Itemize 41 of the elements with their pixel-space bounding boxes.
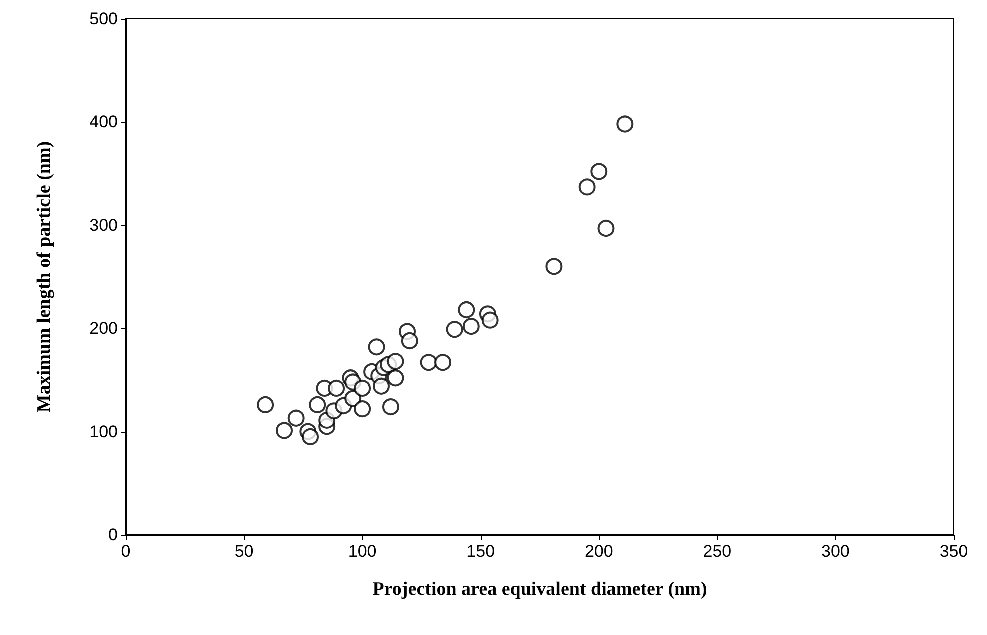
point (420, 354, 438, 372)
x-tick-label: 150 (466, 542, 496, 561)
point (288, 410, 305, 427)
x-axis-title: Projection area equivalent diameter (nm) (372, 579, 708, 600)
point (546, 258, 563, 276)
point (446, 321, 464, 338)
point (302, 428, 320, 446)
point (387, 353, 404, 370)
x-tick-label: 100 (348, 542, 377, 561)
y-tick-label: 300 (90, 216, 118, 235)
y-tick-label: 500 (90, 10, 118, 28)
point (598, 220, 615, 237)
point (309, 396, 326, 414)
point (616, 116, 634, 133)
x-tick-label: 0 (121, 542, 131, 561)
point (434, 354, 452, 372)
x-tick-label: 300 (822, 542, 850, 561)
point (257, 396, 274, 414)
point (354, 380, 372, 397)
x-tick-label: 50 (234, 542, 254, 561)
x-tick-label: 350 (940, 542, 968, 561)
x-tick-label: 200 (584, 542, 614, 561)
point (458, 302, 476, 319)
y-axis-title: Maximum length of particle (nm) (34, 141, 55, 413)
y-tick-label: 400 (90, 112, 118, 132)
point (354, 400, 372, 418)
point (590, 163, 608, 180)
point (373, 378, 390, 395)
point (578, 178, 596, 196)
y-tick-label: 100 (90, 422, 118, 442)
point (482, 312, 499, 329)
y-tick-label: 200 (90, 319, 118, 338)
point (382, 398, 400, 416)
x-tick-label: 250 (703, 542, 732, 561)
point (401, 332, 418, 350)
point (462, 318, 480, 336)
point (328, 380, 346, 397)
point (387, 370, 404, 387)
point (368, 338, 386, 356)
point (276, 422, 294, 440)
y-tick-label: 0 (108, 526, 118, 544)
